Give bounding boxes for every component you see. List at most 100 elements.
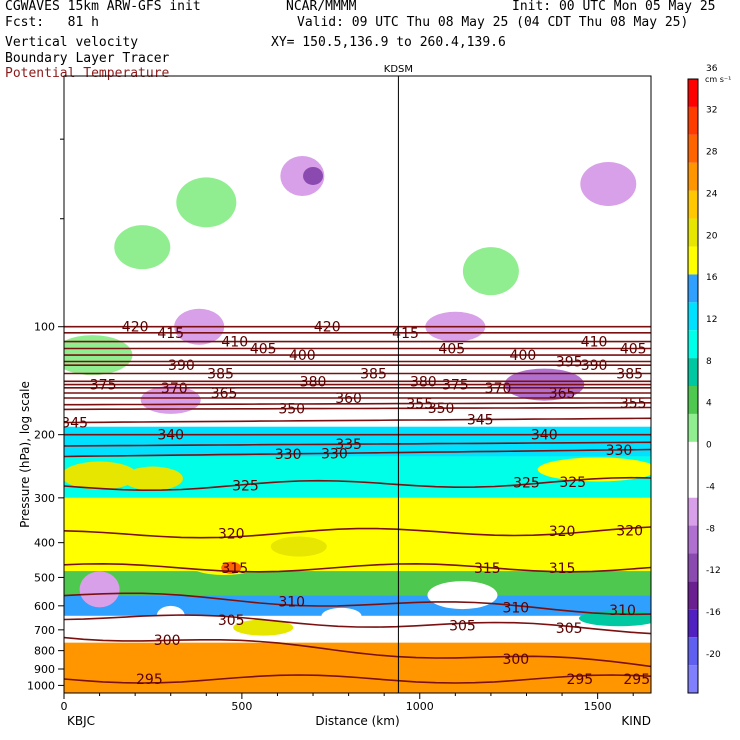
shading-patch <box>427 581 498 610</box>
theta-label: 310 <box>278 594 305 610</box>
theta-label: 415 <box>157 326 184 342</box>
x-axis-label: Distance (km) <box>315 714 399 728</box>
theta-label: 420 <box>314 320 341 336</box>
shading-patch <box>114 225 171 270</box>
theta-label: 350 <box>428 401 455 417</box>
shading-patch <box>184 547 265 576</box>
theta-label: 395 <box>556 354 583 370</box>
theta-label: 320 <box>616 524 643 540</box>
y-tick-label: 400 <box>34 537 55 550</box>
shading-patch <box>321 607 362 624</box>
colorbar-label: 8 <box>706 357 712 367</box>
theta-label: 400 <box>289 348 316 364</box>
colorbar-label: 36 <box>706 64 718 74</box>
theta-label: 375 <box>90 378 117 394</box>
shading-patch <box>580 161 637 206</box>
theta-label: 310 <box>502 600 529 616</box>
theta-label: 295 <box>566 672 593 688</box>
colorbar-swatch <box>688 79 698 107</box>
x-tick-label: 0 <box>61 700 68 713</box>
colorbar-swatch <box>688 330 698 359</box>
y-tick-label: 800 <box>34 645 55 658</box>
theta-contour-325 <box>64 476 651 492</box>
y-tick-label: 300 <box>34 492 55 505</box>
theta-label: 370 <box>161 381 188 397</box>
theta-label: 365 <box>549 386 576 402</box>
theta-label: 325 <box>232 478 259 494</box>
y-tick-label: 500 <box>34 571 55 584</box>
theta-label: 335 <box>335 437 362 453</box>
theta-contour-300 <box>64 636 651 668</box>
theta-label: 410 <box>221 335 248 351</box>
shading-patch <box>537 457 651 482</box>
theta-label: 320 <box>549 524 576 540</box>
theta-label: 405 <box>250 341 277 357</box>
theta-contour-310 <box>64 592 651 616</box>
colorbar-label: -16 <box>706 608 721 618</box>
theta-label: 350 <box>278 402 305 418</box>
theta-label: 325 <box>559 475 586 491</box>
x-tick-label: 1500 <box>584 700 612 713</box>
shading-patch <box>233 619 294 636</box>
theta-label: 315 <box>221 561 248 577</box>
shading-band <box>64 642 651 693</box>
colorbar-swatch <box>688 302 698 331</box>
colorbar-label: -12 <box>706 566 721 576</box>
colorbar-swatch <box>688 106 698 135</box>
colorbar-swatch <box>688 497 698 526</box>
theta-contour-330 <box>64 448 651 458</box>
theta-contour-335 <box>64 441 651 447</box>
theta-label: 295 <box>136 672 163 688</box>
colorbar-swatch <box>688 162 698 191</box>
y-tick-label: 100 <box>34 321 55 334</box>
colorbar-swatch <box>688 609 698 638</box>
forecast-hour: Fcst: 81 h <box>5 15 99 30</box>
shading-patch <box>440 534 541 567</box>
theta-contour-295 <box>64 674 651 684</box>
theta-label: 340 <box>531 428 558 444</box>
y-tick-label: 1000 <box>27 679 55 692</box>
theta-label: 345 <box>467 413 494 429</box>
shading-patch <box>176 177 237 228</box>
shading-patch <box>462 247 519 296</box>
colorbar-unit: cm s⁻¹ <box>705 75 731 84</box>
theta-label: 300 <box>154 633 181 649</box>
theta-contour-345 <box>64 417 651 424</box>
y-tick-label: 900 <box>34 663 55 676</box>
plot-frame <box>63 75 652 694</box>
theta-label: 360 <box>335 391 362 407</box>
x-tick-label: 500 <box>231 700 252 713</box>
theta-label: 385 <box>360 366 387 382</box>
theta-label: 355 <box>406 397 433 413</box>
colorbar-label: 4 <box>706 399 712 409</box>
theta-label: 310 <box>609 603 636 619</box>
colorbar-label: 16 <box>706 273 718 283</box>
shading-patch <box>280 155 325 196</box>
colorbar-swatch <box>688 134 698 163</box>
theta-label: 385 <box>616 366 643 382</box>
shading-layer <box>64 155 651 693</box>
xy-coordinates: XY= 150.5,136.9 to 260.4,139.6 <box>271 35 506 50</box>
theta-contour-315 <box>64 562 651 573</box>
shading-patch <box>64 461 138 490</box>
valid-time: Valid: 09 UTC Thu 08 May 25 (04 CDT Thu … <box>297 15 689 30</box>
theta-contours: 295 295 295 300 300 305 305 305 310 310 310 315 315 3… <box>61 320 651 688</box>
colorbar-label: 24 <box>706 189 718 199</box>
colorbar-swatch <box>688 218 698 247</box>
theta-label: 345 <box>61 415 88 431</box>
theta-label: 320 <box>218 527 245 543</box>
theta-label: 305 <box>218 613 245 629</box>
theta-label: 300 <box>502 652 529 668</box>
theta-label: 355 <box>620 396 647 412</box>
x-tick-label: 1000 <box>406 700 434 713</box>
theta-label: 330 <box>606 443 633 459</box>
colorbar-swatch <box>688 637 698 666</box>
theta-label: 340 <box>157 428 184 444</box>
colorbar-swatch <box>688 665 698 693</box>
station-mid-label: KDSM <box>384 64 413 75</box>
theta-label: 365 <box>211 386 238 402</box>
colorbar-label: 20 <box>706 231 718 241</box>
model-title: CGWAVES 15km ARW-GFS init <box>5 0 201 14</box>
y-tick-label: 700 <box>34 624 55 637</box>
theta-label: 375 <box>442 378 469 394</box>
